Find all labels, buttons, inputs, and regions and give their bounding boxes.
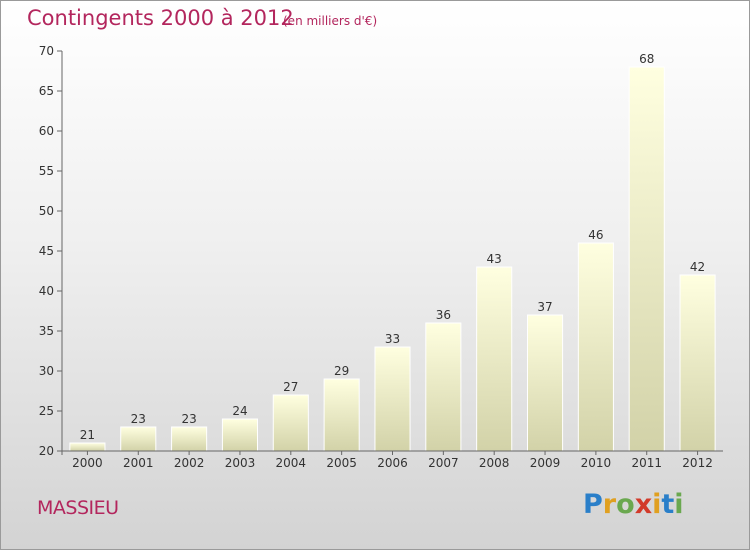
logo-letter: P (583, 489, 603, 520)
chart-subtitle: (en milliers d'€) (283, 14, 378, 28)
bar (577, 242, 614, 452)
bar (120, 426, 157, 452)
bar (476, 266, 513, 452)
logo-letter: i (652, 489, 662, 520)
bar (69, 442, 106, 452)
logo-letter: o (616, 489, 635, 520)
y-tick-label: 70 (39, 44, 54, 58)
place-name: MASSIEU (37, 497, 119, 519)
data-label: 33 (385, 332, 400, 346)
x-tick-label: 2007 (428, 456, 459, 470)
y-tick-label: 40 (39, 284, 54, 298)
data-label: 23 (131, 412, 146, 426)
y-tick-label: 55 (39, 164, 54, 178)
y-tick-label: 45 (39, 244, 54, 258)
data-label: 43 (487, 252, 502, 266)
logo-letter: x (634, 489, 653, 520)
y-tick-label: 60 (39, 124, 54, 138)
x-tick-label: 2008 (479, 456, 510, 470)
data-label: 46 (588, 228, 603, 242)
x-tick-label: 2009 (530, 456, 561, 470)
data-label: 68 (639, 52, 654, 66)
bar (628, 66, 665, 452)
bar (526, 314, 564, 452)
chart-title: Contingents 2000 à 2012 (27, 6, 294, 30)
logo-letter: r (602, 489, 617, 520)
logo-letter: i (674, 489, 684, 520)
x-tick-label: 2012 (682, 456, 713, 470)
bar (272, 394, 309, 452)
x-tick-label: 2010 (581, 456, 612, 470)
logo-letter: t (661, 489, 675, 520)
data-label: 37 (537, 300, 552, 314)
data-label: 21 (80, 428, 95, 442)
bar (679, 274, 716, 452)
bar (171, 426, 208, 452)
data-label: 42 (690, 260, 705, 274)
x-tick-label: 2001 (123, 456, 154, 470)
y-tick-label: 20 (39, 444, 54, 458)
data-label: 24 (232, 404, 247, 418)
proxiti-logo: Proxiti (583, 489, 684, 520)
y-tick-label: 35 (39, 324, 54, 338)
bar (323, 378, 360, 452)
x-tick-label: 2002 (174, 456, 205, 470)
x-tick-label: 2011 (631, 456, 662, 470)
data-label: 29 (334, 364, 349, 378)
x-tick-label: 2003 (225, 456, 256, 470)
x-tick-label: 2004 (276, 456, 307, 470)
data-label: 27 (283, 380, 298, 394)
x-tick-label: 2005 (326, 456, 357, 470)
x-tick-label: 2006 (377, 456, 408, 470)
y-tick-label: 50 (39, 204, 54, 218)
y-tick-label: 25 (39, 404, 54, 418)
data-label: 36 (436, 308, 451, 322)
data-label: 23 (181, 412, 196, 426)
bar (374, 346, 411, 452)
bar (221, 418, 259, 452)
y-tick-label: 30 (39, 364, 54, 378)
bar (425, 322, 462, 452)
x-tick-label: 2000 (72, 456, 103, 470)
y-tick-label: 65 (39, 84, 54, 98)
